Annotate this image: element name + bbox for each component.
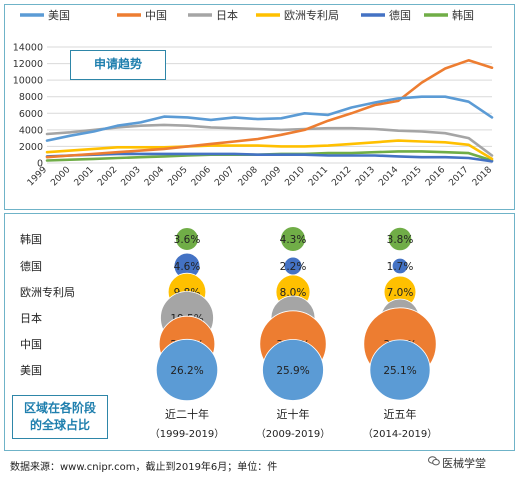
row-label: 日本: [20, 311, 42, 325]
share-value-label: 1.7%: [387, 261, 414, 273]
source-footer: 数据来源：www.cnipr.com，截止到2019年6月；单位：件: [10, 462, 278, 473]
wechat-icon: [428, 456, 440, 466]
share-bubble: [369, 339, 431, 401]
trend-chart-title: 申请趋势: [70, 50, 166, 80]
x-tick-label: 2017: [447, 165, 470, 188]
row-label: 中国: [20, 338, 42, 351]
column-label: 近十年: [277, 407, 310, 421]
column-range: （2014-2019）: [363, 428, 438, 440]
share-title-line1: 区域在各阶段: [23, 401, 96, 415]
column-label: 近二十年: [165, 407, 209, 421]
series-line-0: [45, 95, 494, 142]
share-value-label: 4.6%: [174, 261, 201, 273]
y-tick-label: 0: [37, 159, 43, 170]
share-value-label: 8.0%: [280, 287, 307, 299]
y-tick-label: 2000: [19, 142, 43, 153]
share-value-label: 26.2%: [170, 365, 203, 377]
row-label: 欧洲专利局: [20, 285, 75, 299]
x-tick-label: 2008: [237, 165, 260, 188]
share-bubble: [155, 338, 219, 402]
x-tick-label: 2018: [471, 165, 494, 188]
y-tick-label: 14000: [13, 43, 43, 54]
share-value-label: 7.0%: [387, 287, 414, 299]
x-tick-label: 2001: [73, 165, 96, 188]
share-bubble: [262, 339, 324, 401]
y-tick-label: 6000: [19, 109, 43, 120]
y-tick-label: 8000: [19, 92, 43, 103]
x-tick-label: 2016: [424, 165, 447, 188]
share-value-label: 3.8%: [387, 234, 414, 246]
legend-label: 欧洲专利局: [284, 8, 339, 22]
share-value-label: 25.1%: [383, 365, 416, 377]
legend-label: 中国: [145, 9, 167, 22]
y-tick-label: 12000: [13, 59, 43, 70]
share-value-label: 4.3%: [280, 234, 307, 246]
column-range: （2009-2019）: [256, 428, 331, 440]
x-tick-label: 2011: [307, 165, 330, 188]
x-tick-label: 2007: [213, 165, 236, 188]
x-tick-label: 1999: [26, 165, 49, 188]
series-line-4: [45, 152, 494, 163]
share-title-line2: 的全球占比: [29, 418, 90, 432]
x-tick-label: 2012: [330, 165, 353, 188]
column-range: （1999-2019）: [150, 428, 225, 440]
x-tick-label: 2009: [260, 165, 283, 188]
share-bubble: [175, 227, 199, 251]
legend-label: 美国: [48, 9, 70, 22]
series-line-2: [45, 123, 494, 157]
x-tick-label: 2000: [49, 165, 72, 188]
column-label: 近五年: [384, 407, 417, 421]
share-chart-title: 区域在各阶段 的全球占比: [12, 395, 108, 439]
x-tick-label: 2010: [283, 165, 306, 188]
x-tick-label: 2003: [120, 165, 143, 188]
legend-label: 韩国: [452, 8, 474, 22]
series-line-3: [45, 139, 494, 161]
x-tick-label: 2004: [143, 165, 166, 188]
brand-name: 医械学堂: [442, 457, 486, 470]
trend-panel: [4, 4, 515, 210]
y-tick-label: 4000: [19, 125, 43, 136]
row-label: 美国: [20, 364, 42, 377]
share-value-label: 25.9%: [276, 365, 309, 377]
row-label: 德国: [20, 259, 42, 273]
x-tick-label: 2005: [166, 165, 189, 188]
row-label: 韩国: [20, 232, 42, 246]
x-tick-label: 2013: [354, 165, 377, 188]
x-tick-label: 2014: [377, 165, 400, 188]
legend-label: 日本: [216, 8, 238, 22]
series-line-1: [45, 59, 494, 159]
legend-label: 德国: [389, 8, 411, 22]
x-tick-label: 2006: [190, 165, 213, 188]
share-bubble: [391, 257, 409, 275]
share-bubble: [387, 226, 413, 252]
share-value-label: 3.6%: [174, 234, 201, 246]
share-value-label: 2.2%: [280, 261, 307, 273]
x-tick-label: 2015: [401, 165, 424, 188]
x-tick-label: 2002: [96, 165, 119, 188]
y-tick-label: 10000: [13, 76, 43, 87]
share-bubble: [280, 226, 306, 252]
